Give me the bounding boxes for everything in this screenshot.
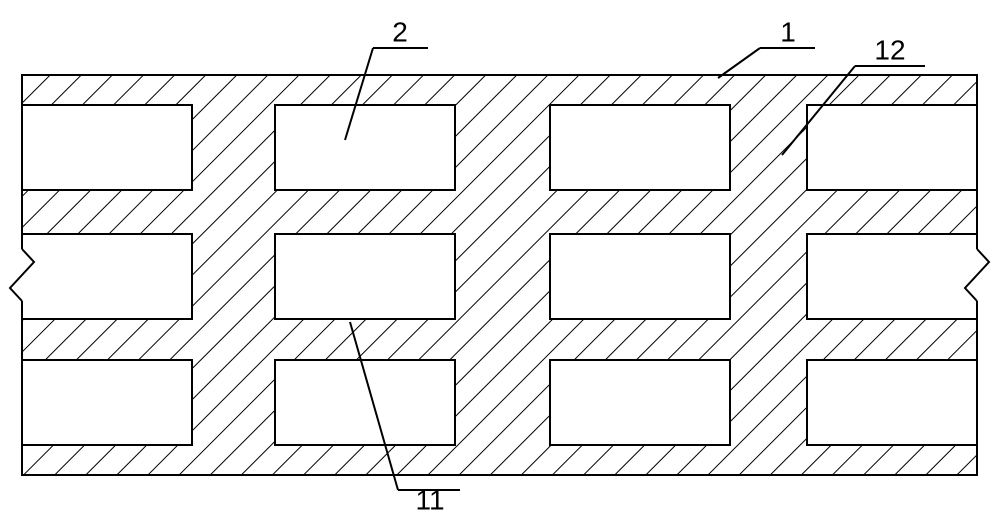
cell (550, 105, 730, 190)
callout-leader (718, 48, 760, 78)
cell (807, 105, 977, 190)
cell (550, 360, 730, 445)
cell (22, 105, 192, 190)
cell (275, 234, 455, 319)
callout-label: 1 (780, 16, 796, 47)
cell (807, 360, 977, 445)
callout-label: 12 (874, 34, 905, 65)
cell (22, 360, 192, 445)
callout-label: 11 (415, 484, 444, 515)
cell (275, 105, 455, 190)
cell (22, 234, 192, 319)
cell (550, 234, 730, 319)
diagram-body (22, 75, 977, 475)
callout-label: 2 (392, 16, 408, 47)
cell (807, 234, 977, 319)
